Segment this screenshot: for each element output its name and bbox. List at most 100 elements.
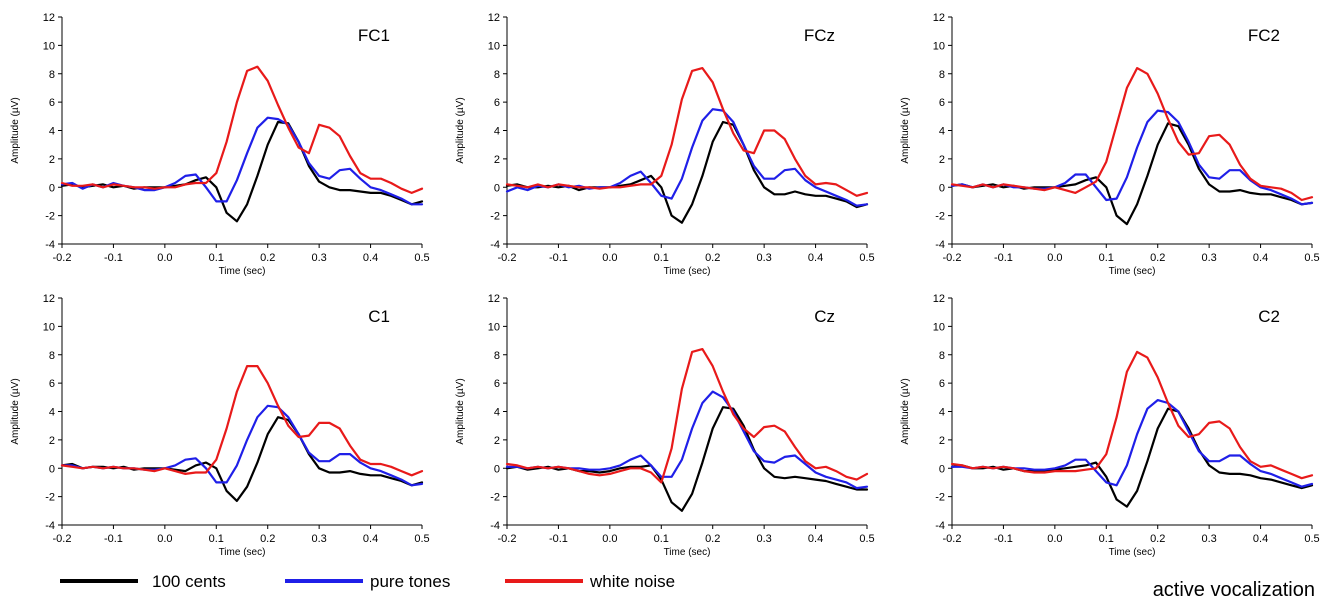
y-tick-label: -2	[935, 492, 945, 504]
y-tick-label: 12	[488, 12, 500, 24]
y-tick-label: 2	[49, 154, 55, 166]
panel-title-cz: Cz	[814, 307, 835, 326]
y-tick-label: 2	[49, 435, 55, 447]
legend-label-100-cents: 100 cents	[152, 572, 226, 591]
y-tick-label: -4	[45, 520, 55, 532]
y-axis-label: Amplitude (µV)	[10, 378, 21, 444]
y-tick-label: 10	[488, 321, 500, 333]
x-tick-label: 0.1	[209, 252, 224, 264]
series-line-pure-tones	[950, 399, 1314, 488]
x-tick-label: -0.1	[104, 533, 123, 545]
y-tick-label: 4	[49, 407, 55, 419]
legend-label-white-noise: white noise	[589, 572, 675, 591]
x-axis-label: Time (sec)	[1109, 266, 1156, 277]
x-tick-label: 0.4	[363, 252, 378, 264]
x-axis-label: Time (sec)	[219, 266, 266, 277]
series-line-white-noise	[60, 65, 424, 194]
x-tick-label: 0.1	[1099, 533, 1114, 545]
x-tick-label: -0.1	[549, 533, 568, 545]
series-line-pure-tones	[60, 404, 424, 487]
series-line-white-noise	[505, 348, 869, 484]
panel-title-fc1: FC1	[358, 26, 390, 45]
y-tick-label: 6	[494, 378, 500, 390]
x-tick-label: 0.5	[414, 252, 429, 264]
series-line-pure-tones	[950, 109, 1314, 206]
y-tick-label: 6	[939, 97, 945, 109]
series-line-100-cents	[505, 120, 869, 224]
x-tick-label: 0.3	[1201, 252, 1216, 264]
y-tick-label: 12	[488, 293, 500, 305]
series-line-white-noise	[950, 350, 1314, 480]
y-tick-label: 8	[939, 350, 945, 362]
y-tick-label: 10	[933, 40, 945, 52]
x-tick-label: 0.3	[311, 252, 326, 264]
x-tick-label: 0.5	[859, 252, 874, 264]
y-tick-label: -4	[45, 239, 55, 251]
x-tick-label: 0.5	[414, 533, 429, 545]
series-line-white-noise	[60, 365, 424, 477]
x-tick-label: 0.0	[1047, 533, 1062, 545]
y-tick-label: 12	[933, 12, 945, 24]
x-tick-label: -0.2	[498, 252, 517, 264]
x-tick-label: 0.0	[157, 252, 172, 264]
y-tick-label: 4	[939, 407, 945, 419]
y-tick-label: -2	[45, 211, 55, 223]
series-line-100-cents	[950, 407, 1314, 508]
y-tick-label: -4	[490, 520, 500, 532]
y-tick-label: 6	[939, 378, 945, 390]
panel-c2: -4 -2 0 2 4 6 8 10 12 -0.2 -0.1 0.0 0.1 0.2 0.3 0.4 0.5 T…	[900, 293, 1320, 558]
x-tick-label: 0.1	[209, 533, 224, 545]
erp-panels: -4 -2 0 2 4 6 8 10 12 -0.2 -0.1 0.0 0.1 0.2 0.3 0.4 0.5 T…	[10, 12, 1320, 558]
x-tick-label: 0.3	[756, 252, 771, 264]
x-tick-label: 0.3	[756, 533, 771, 545]
x-tick-label: -0.1	[994, 252, 1013, 264]
y-tick-label: 8	[494, 69, 500, 81]
x-tick-label: 0.3	[1201, 533, 1216, 545]
series-line-white-noise	[950, 67, 1314, 202]
x-tick-label: 0.2	[260, 533, 275, 545]
x-axis-label: Time (sec)	[1109, 547, 1156, 558]
y-tick-label: -4	[490, 239, 500, 251]
y-tick-label: 2	[939, 435, 945, 447]
y-tick-label: 6	[494, 97, 500, 109]
x-tick-label: 0.5	[1304, 252, 1319, 264]
y-tick-label: -2	[490, 492, 500, 504]
panel-fcz: -4 -2 0 2 4 6 8 10 12 -0.2 -0.1 0.0 0.1 0.2 0.3 0.4 0.5 T…	[455, 12, 875, 277]
series-line-pure-tones	[60, 116, 424, 206]
x-tick-label: -0.2	[53, 533, 72, 545]
y-tick-label: 8	[49, 350, 55, 362]
y-tick-label: 0	[494, 182, 500, 194]
panel-cz: -4 -2 0 2 4 6 8 10 12 -0.2 -0.1 0.0 0.1 0.2 0.3 0.4 0.5 T…	[455, 293, 875, 558]
series-line-white-noise	[505, 67, 869, 197]
series-line-pure-tones	[505, 108, 869, 207]
y-tick-label: 10	[43, 321, 55, 333]
x-tick-label: 0.3	[311, 533, 326, 545]
y-tick-label: -2	[490, 211, 500, 223]
y-axis-label: Amplitude (µV)	[900, 378, 911, 444]
series-line-100-cents	[950, 122, 1314, 226]
x-tick-label: 0.2	[705, 533, 720, 545]
y-tick-label: 2	[494, 435, 500, 447]
y-tick-label: -2	[935, 211, 945, 223]
y-tick-label: 10	[488, 40, 500, 52]
x-tick-label: 0.0	[157, 533, 172, 545]
y-axis-label: Amplitude (µV)	[455, 378, 466, 444]
x-tick-label: 0.4	[808, 252, 823, 264]
y-tick-label: 0	[939, 463, 945, 475]
x-tick-label: 0.0	[602, 252, 617, 264]
series-line-100-cents	[60, 416, 424, 502]
x-tick-label: 0.1	[654, 252, 669, 264]
y-tick-label: -2	[45, 492, 55, 504]
panel-title-fc2: FC2	[1248, 26, 1280, 45]
y-tick-label: 8	[939, 69, 945, 81]
y-tick-label: 12	[43, 12, 55, 24]
y-tick-label: 0	[49, 182, 55, 194]
panel-fc2: -4 -2 0 2 4 6 8 10 12 -0.2 -0.1 0.0 0.1 0.2 0.3 0.4 0.5 T…	[900, 12, 1320, 277]
y-tick-label: 4	[494, 407, 500, 419]
panel-title-c2: C2	[1258, 307, 1280, 326]
x-tick-label: 0.1	[1099, 252, 1114, 264]
y-tick-label: 12	[43, 293, 55, 305]
y-tick-label: -4	[935, 520, 945, 532]
legend-label-pure-tones: pure tones	[370, 572, 450, 591]
